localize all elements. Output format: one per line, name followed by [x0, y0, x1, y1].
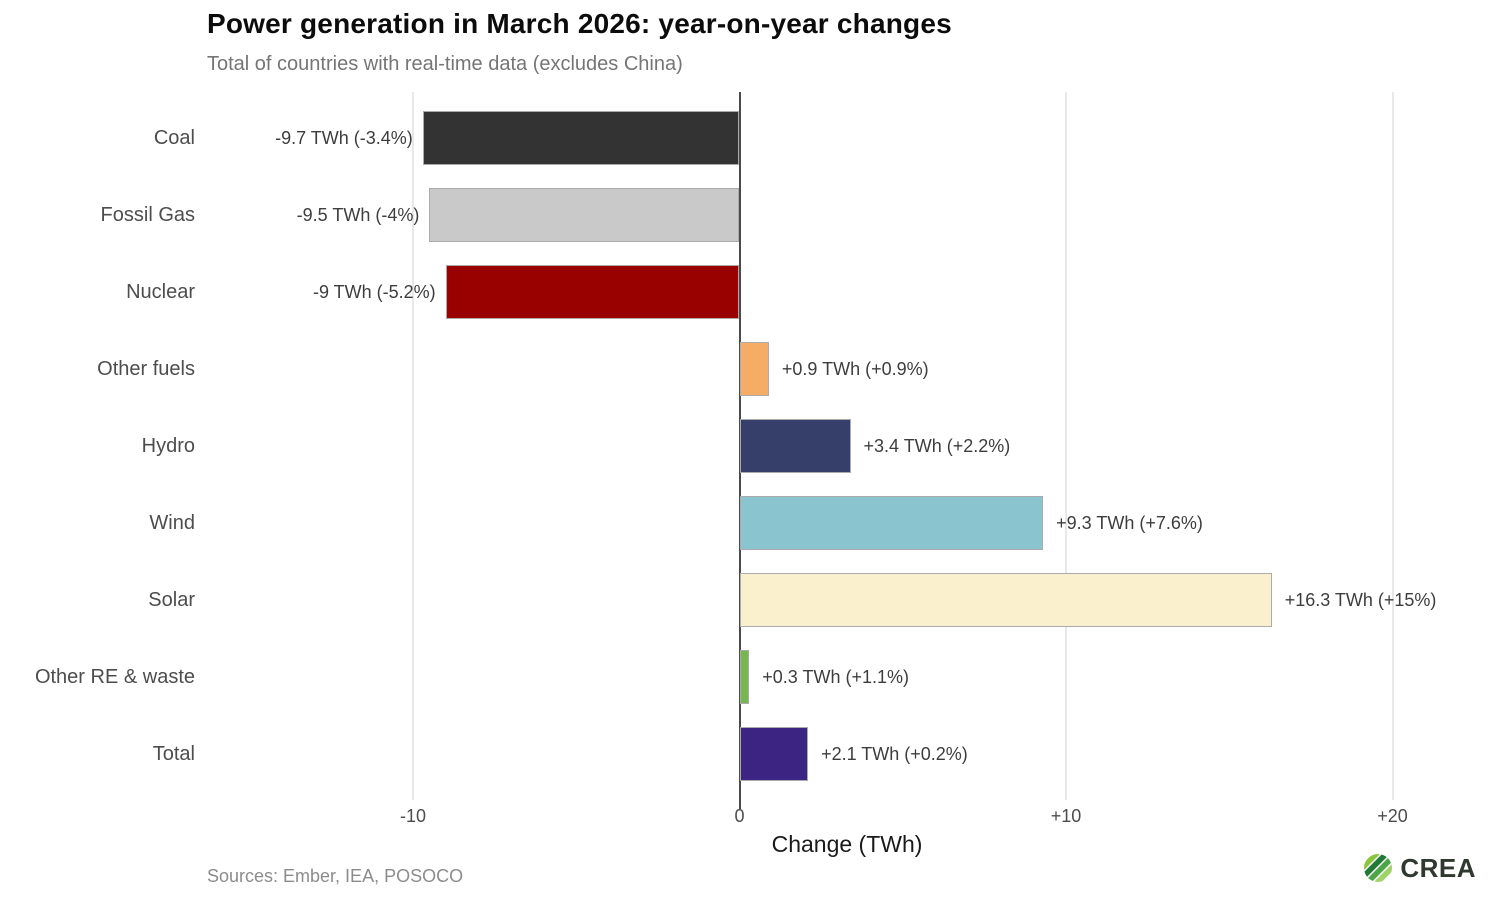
crea-logo: CREA — [1358, 848, 1476, 888]
bar — [739, 418, 851, 473]
value-label: -9.7 TWh (-3.4%) — [275, 127, 413, 148]
bar — [739, 341, 769, 396]
crea-logo-text: CREA — [1400, 852, 1476, 883]
value-label: +0.9 TWh (+0.9%) — [781, 358, 929, 379]
value-label: +2.1 TWh (+0.2%) — [821, 743, 968, 764]
x-tick-label: 0 — [734, 806, 745, 826]
chart-title: Power generation in March 2026: year-on-… — [207, 8, 952, 39]
category-label: Total — [152, 742, 195, 765]
bar — [445, 264, 740, 319]
category-label: Other RE & waste — [34, 665, 195, 688]
bar — [739, 495, 1044, 550]
category-label: Hydro — [141, 434, 195, 457]
category-label: Coal — [153, 126, 195, 149]
category-label: Fossil Gas — [100, 203, 195, 226]
gridline — [1065, 92, 1067, 800]
x-tick-label: +10 — [1050, 806, 1082, 826]
category-label: Solar — [148, 588, 195, 611]
value-label: +9.3 TWh (+7.6%) — [1056, 512, 1203, 533]
x-axis-title: Change (TWh) — [771, 831, 923, 857]
gridline — [1391, 92, 1394, 800]
category-label: Nuclear — [126, 280, 195, 303]
chart-subtitle: Total of countries with real-time data (… — [207, 53, 683, 75]
category-label: Wind — [149, 511, 195, 534]
x-tick-label: +20 — [1377, 806, 1408, 826]
value-label: +16.3 TWh (+15%) — [1284, 589, 1437, 610]
gridline — [412, 92, 414, 800]
category-label: Other fuels — [97, 357, 195, 380]
x-tick-label: -10 — [399, 806, 426, 826]
source-note: Sources: Ember, IEA, POSOCO — [207, 866, 464, 886]
bar — [739, 572, 1272, 627]
value-label: +0.3 TWh (+1.1%) — [762, 666, 910, 687]
bar — [739, 649, 750, 704]
value-label: +3.4 TWh (+2.2%) — [863, 435, 1011, 456]
crea-logo-icon — [1358, 848, 1399, 888]
bar — [739, 726, 809, 781]
value-label: -9.5 TWh (-4%) — [296, 204, 420, 225]
value-label: -9 TWh (-5.2%) — [312, 281, 436, 302]
bar — [429, 187, 740, 242]
bar — [422, 110, 740, 165]
